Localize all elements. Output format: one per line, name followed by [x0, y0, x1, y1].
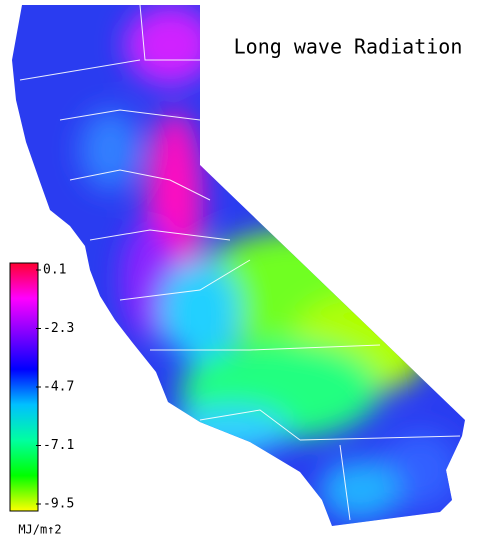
tick-label: -7.1: [43, 438, 74, 453]
tick-label: 0.1: [43, 263, 66, 278]
colorbar: [9, 262, 39, 512]
map-title: Long wave Radiation: [234, 35, 463, 59]
tick-label: -2.3: [43, 321, 74, 336]
tick-label: -9.5: [43, 497, 74, 512]
tick-label: -4.7: [43, 380, 74, 395]
colorbar-unit: MJ/m↑2: [18, 523, 61, 537]
